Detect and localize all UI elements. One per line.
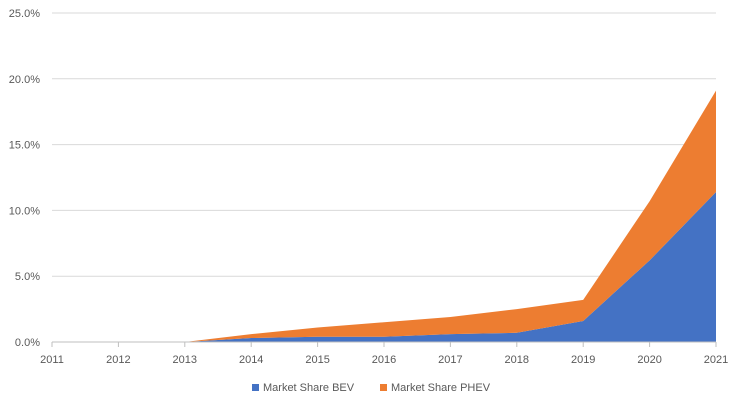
y-tick-label: 0.0% xyxy=(15,337,40,349)
x-tick-label: 2016 xyxy=(372,354,396,366)
x-tick-label: 2015 xyxy=(305,354,329,366)
x-axis: 2011 2012 2013 2014 2015 2016 2017 2018 2019 2020… xyxy=(40,341,728,366)
stacked-areas xyxy=(52,90,716,342)
y-tick-label: 20.0% xyxy=(9,74,40,86)
y-tick-label: 25.0% xyxy=(9,8,40,20)
gridlines xyxy=(52,12,716,277)
area-market-share-bev xyxy=(52,191,716,342)
x-tick-label: 2018 xyxy=(505,354,529,366)
x-tick-label: 2014 xyxy=(239,354,263,366)
x-tick-label: 2017 xyxy=(438,354,462,366)
legend: Market Share BEV Market Share PHEV xyxy=(252,382,491,394)
x-tick-label: 2011 xyxy=(40,354,64,366)
y-tick-label: 5.0% xyxy=(15,271,40,283)
y-tick-label: 10.0% xyxy=(9,205,40,217)
x-tick-label: 2020 xyxy=(637,354,661,366)
legend-swatch xyxy=(380,384,387,391)
legend-label: Market Share BEV xyxy=(263,382,355,394)
x-tick-label: 2021 xyxy=(704,354,728,366)
x-tick-label: 2012 xyxy=(106,354,130,366)
legend-label: Market Share PHEV xyxy=(391,382,491,394)
x-tick-label: 2019 xyxy=(571,354,595,366)
legend-swatch xyxy=(252,384,259,391)
y-tick-label: 15.0% xyxy=(9,140,40,152)
y-axis-tick-labels: 0.0% 5.0% 10.0% 15.0% 20.0% 25.0% xyxy=(9,8,40,349)
x-tick-label: 2013 xyxy=(173,354,197,366)
